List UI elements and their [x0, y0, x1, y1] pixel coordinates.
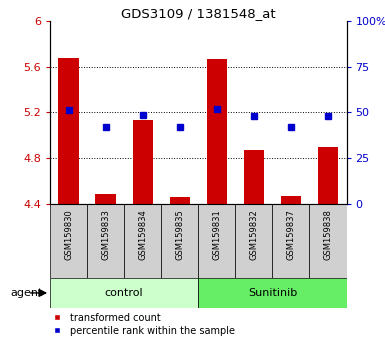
Text: control: control: [105, 288, 144, 298]
Bar: [87, 204, 124, 278]
Text: GSM159834: GSM159834: [138, 210, 147, 260]
Bar: [207, 59, 227, 204]
Text: GSM159838: GSM159838: [323, 210, 333, 261]
Bar: [198, 204, 235, 278]
Bar: [244, 150, 264, 204]
Text: GSM159830: GSM159830: [64, 210, 73, 260]
Bar: [273, 204, 310, 278]
Bar: [161, 204, 198, 278]
Bar: [132, 120, 153, 204]
Title: GDS3109 / 1381548_at: GDS3109 / 1381548_at: [121, 7, 276, 20]
Text: agent: agent: [10, 288, 42, 298]
Text: Sunitinib: Sunitinib: [248, 288, 297, 298]
Bar: [50, 204, 87, 278]
Text: GSM159837: GSM159837: [286, 210, 295, 261]
Bar: [198, 278, 346, 308]
Bar: [59, 58, 79, 204]
Bar: [235, 204, 273, 278]
Bar: [50, 278, 198, 308]
Legend: transformed count, percentile rank within the sample: transformed count, percentile rank withi…: [47, 313, 234, 336]
Text: GSM159833: GSM159833: [101, 210, 110, 261]
Bar: [169, 197, 190, 204]
Text: GSM159831: GSM159831: [212, 210, 221, 260]
Bar: [310, 204, 346, 278]
Text: GSM159835: GSM159835: [175, 210, 184, 260]
Text: GSM159832: GSM159832: [249, 210, 258, 260]
Bar: [124, 204, 161, 278]
Bar: [95, 194, 116, 204]
Bar: [318, 147, 338, 204]
Bar: [281, 195, 301, 204]
